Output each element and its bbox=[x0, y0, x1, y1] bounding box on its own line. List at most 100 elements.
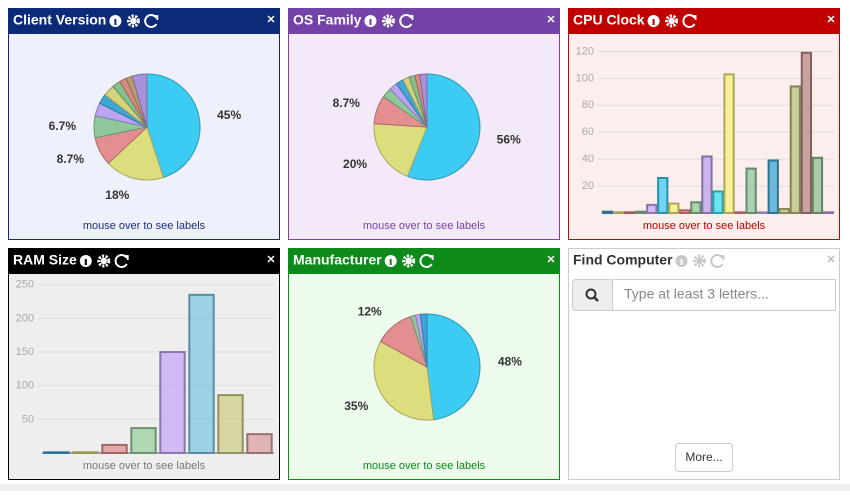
slice-label: 8.7% bbox=[333, 96, 361, 110]
settings-icon[interactable] bbox=[693, 254, 707, 268]
panel-header bbox=[288, 248, 560, 274]
bar bbox=[690, 201, 702, 215]
panel-title: Find Computer bbox=[573, 252, 673, 268]
bar bbox=[101, 443, 128, 454]
info-icon-mark bbox=[389, 259, 392, 265]
more-button[interactable] bbox=[675, 443, 733, 472]
panel-header bbox=[8, 8, 280, 34]
bar bbox=[745, 167, 757, 214]
pie-slice bbox=[107, 126, 165, 181]
panel-title: RAM Size bbox=[13, 252, 77, 268]
panel-footer: mouse over to see labels bbox=[363, 220, 486, 232]
bar bbox=[246, 433, 273, 454]
search-placeholder: Type at least 3 letters... bbox=[624, 286, 769, 302]
pie-slice bbox=[373, 340, 435, 421]
panel-header bbox=[288, 8, 560, 34]
panel-title: Client Version bbox=[13, 12, 106, 28]
panel-footer: mouse over to see labels bbox=[83, 220, 206, 232]
y-tick-label: 150 bbox=[16, 346, 34, 358]
y-tick-label: 200 bbox=[16, 312, 34, 324]
slice-label: 6.7% bbox=[49, 119, 77, 133]
pie-slice bbox=[419, 73, 428, 128]
settings-icon-core bbox=[130, 17, 137, 25]
settings-icon[interactable] bbox=[126, 14, 140, 28]
bar bbox=[623, 211, 636, 214]
settings-icon-core bbox=[385, 17, 392, 25]
refresh-arrow bbox=[153, 15, 159, 20]
panel-title: Manufacturer bbox=[293, 252, 382, 268]
bar bbox=[646, 203, 658, 215]
close-button[interactable] bbox=[267, 255, 275, 263]
slice-label: 35% bbox=[344, 399, 368, 413]
bar bbox=[767, 159, 779, 214]
slice-label: 56% bbox=[497, 132, 521, 146]
refresh-arrow bbox=[691, 15, 697, 20]
bar bbox=[668, 202, 680, 214]
info-icon-mark bbox=[84, 259, 87, 265]
bar bbox=[789, 85, 801, 214]
more-button-label: More... bbox=[685, 450, 722, 464]
pie-slice bbox=[373, 123, 428, 177]
bar bbox=[811, 156, 824, 214]
bar bbox=[822, 211, 835, 214]
pie-slice bbox=[426, 313, 481, 421]
info-icon-mark bbox=[680, 259, 683, 265]
info-icon-mark bbox=[652, 19, 655, 25]
pie-slice bbox=[406, 73, 481, 181]
refresh-arrow bbox=[428, 255, 434, 260]
bar bbox=[800, 51, 813, 214]
y-tick-label: 100 bbox=[16, 380, 34, 392]
pie-slice bbox=[146, 73, 201, 179]
y-tick-label: 40 bbox=[582, 153, 594, 165]
settings-icon[interactable] bbox=[665, 14, 679, 28]
slice-label: 20% bbox=[343, 157, 367, 171]
bar bbox=[657, 177, 669, 214]
bar bbox=[159, 351, 186, 454]
bar bbox=[679, 209, 691, 215]
settings-icon-core bbox=[405, 257, 412, 265]
bar bbox=[723, 73, 735, 214]
bar bbox=[612, 211, 625, 214]
panel-footer: mouse over to see labels bbox=[83, 460, 206, 472]
bar bbox=[130, 427, 157, 455]
settings-icon-core bbox=[668, 17, 675, 25]
panel-header bbox=[568, 8, 840, 34]
search-input[interactable] bbox=[612, 279, 836, 311]
panel-header bbox=[8, 248, 280, 274]
y-tick-label: 120 bbox=[576, 45, 594, 57]
settings-icon[interactable] bbox=[97, 254, 111, 268]
y-tick-label: 100 bbox=[576, 72, 594, 84]
y-tick-label: 60 bbox=[582, 126, 594, 138]
bar bbox=[778, 207, 790, 214]
refresh-arrow bbox=[408, 15, 414, 20]
close-button[interactable] bbox=[547, 255, 555, 263]
bar bbox=[43, 451, 70, 455]
pie-slice bbox=[131, 73, 148, 128]
settings-icon[interactable] bbox=[381, 14, 395, 28]
bar bbox=[72, 451, 99, 455]
search-icon-handle bbox=[593, 296, 599, 302]
bar bbox=[712, 190, 724, 214]
info-icon-mark bbox=[369, 19, 372, 25]
search-addon bbox=[572, 279, 613, 311]
bar bbox=[701, 155, 713, 214]
bar bbox=[635, 210, 647, 214]
settings-icon-core bbox=[696, 257, 703, 265]
close-button[interactable] bbox=[267, 15, 275, 23]
bar bbox=[756, 211, 768, 214]
settings-icon-core bbox=[100, 257, 107, 265]
panel-footer: mouse over to see labels bbox=[363, 460, 486, 472]
slice-label: 12% bbox=[358, 304, 382, 318]
search-icon bbox=[585, 288, 597, 300]
bar bbox=[734, 211, 746, 214]
close-button[interactable] bbox=[827, 255, 835, 263]
slice-label: 18% bbox=[105, 188, 129, 202]
close-button[interactable] bbox=[547, 15, 555, 23]
bottom-bar bbox=[0, 484, 850, 491]
bar bbox=[601, 210, 614, 214]
settings-icon[interactable] bbox=[402, 254, 416, 268]
panel-title: OS Family bbox=[293, 12, 362, 28]
y-tick-label: 20 bbox=[582, 180, 594, 192]
close-button[interactable] bbox=[827, 15, 835, 23]
